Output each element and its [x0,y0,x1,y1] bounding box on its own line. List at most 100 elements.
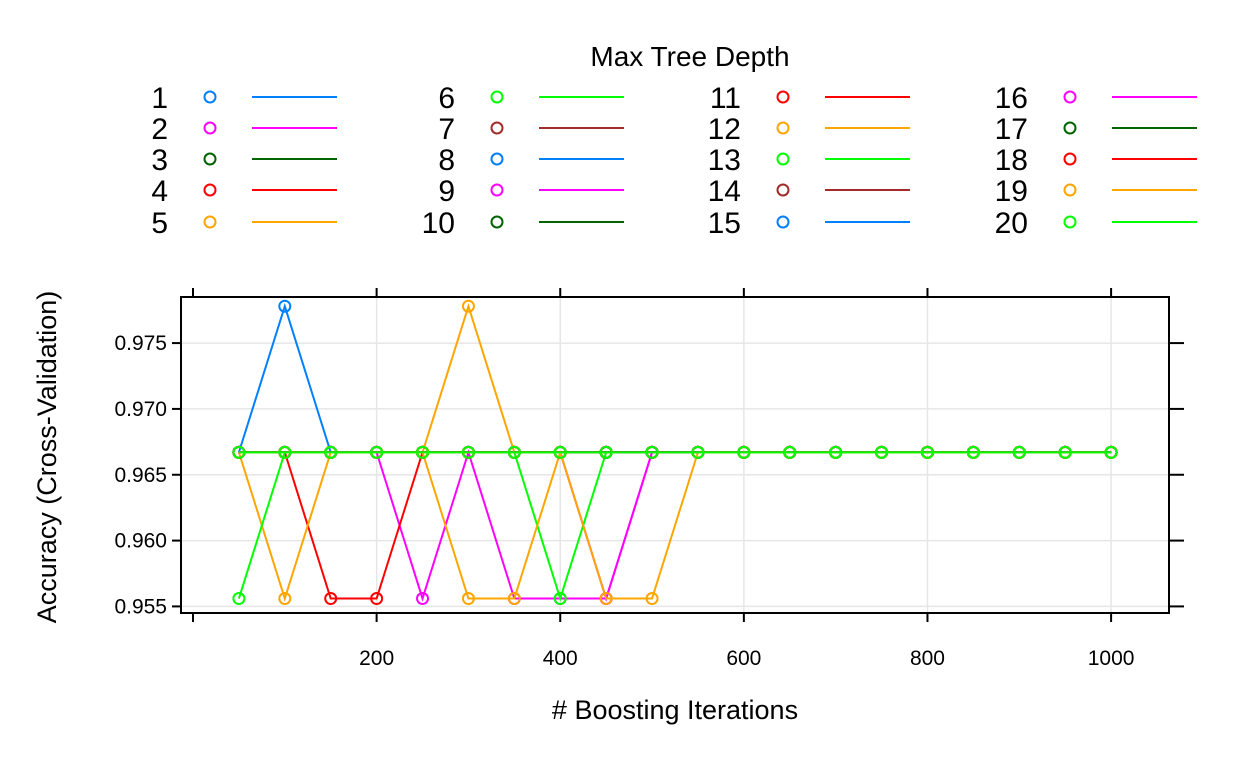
legend-label: 16 [995,82,1028,115]
legend-marker [1063,183,1077,197]
data-point [278,592,292,606]
legend-label: 15 [708,207,741,240]
legend-item-3: 3 [151,144,337,177]
legend-marker [490,121,504,135]
y-tick-label: 0.965 [114,464,167,487]
y-tick-label: 0.955 [114,595,167,618]
legend-marker [776,152,790,166]
grid [181,297,1169,613]
legend-label: 9 [438,175,455,208]
data-point [691,445,705,459]
legend-item-19: 19 [995,175,1197,208]
legend-label: 6 [438,82,455,115]
legend-marker [203,152,217,166]
legend-marker [776,121,790,135]
legend-marker [490,90,504,104]
data-point [553,592,567,606]
legend-item-13: 13 [708,144,910,177]
legend-item-15: 15 [708,207,910,240]
legend-marker [203,215,217,229]
legend-label: 2 [151,113,168,146]
data-point [370,445,384,459]
legend-title: Max Tree Depth [590,41,789,72]
data-point [324,445,338,459]
data-point [461,299,475,313]
legend-label: 18 [995,144,1028,177]
legend-marker [490,215,504,229]
data-point [278,299,292,313]
y-tick-label: 0.970 [114,398,167,421]
data-point [416,445,430,459]
y-axis-title: Accuracy (Cross-Validation) [32,291,62,624]
data-point [1012,445,1026,459]
x-tick-label: 200 [359,647,394,670]
data-point [875,445,889,459]
data-point [783,445,797,459]
legend-label: 19 [995,175,1028,208]
legend-item-6: 6 [438,82,624,115]
data-point [966,445,980,459]
legend-item-4: 4 [151,175,337,208]
x-tick-label: 600 [726,647,761,670]
x-tick-label: 800 [910,647,945,670]
legend-item-20: 20 [995,207,1197,240]
legend-label: 3 [151,144,168,177]
legend-item-9: 9 [438,175,624,208]
legend-item-11: 11 [710,82,910,115]
legend-marker [1063,152,1077,166]
x-tick-label: 400 [543,647,578,670]
data-point [461,445,475,459]
data-point [232,592,246,606]
legend-marker [776,90,790,104]
legend-item-12: 12 [708,113,910,146]
legend-label: 5 [151,207,168,240]
legend-item-1: 1 [151,82,337,115]
series-1 [232,299,1118,459]
data-point [324,592,338,606]
legend-item-5: 5 [151,207,337,240]
legend-item-17: 17 [995,113,1197,146]
series-layer [232,299,1118,606]
legend-label: 14 [708,175,741,208]
data-point [507,592,521,606]
legend-item-7: 7 [438,113,624,146]
legend-label: 20 [995,207,1028,240]
legend-marker [203,183,217,197]
series-line [237,302,1112,454]
data-point [416,592,430,606]
series-19 [232,445,1118,606]
legend-marker [776,183,790,197]
data-point [599,592,613,606]
legend-label: 11 [710,82,741,115]
data-point [920,445,934,459]
legend-marker [490,183,504,197]
y-tick-label: 0.960 [114,530,167,553]
legend-label: 13 [708,144,741,177]
legend-item-14: 14 [708,175,910,208]
data-point [1104,445,1118,459]
legend-marker [776,215,790,229]
legend-label: 1 [151,82,168,115]
axis-ticks: 200 400 600 800 1000 0.955 0.960 0.965 0.970 0.97… [114,288,1184,670]
data-point [553,445,567,459]
data-point [1058,445,1072,459]
legend-item-2: 2 [151,113,337,146]
data-point [737,445,751,459]
data-point [599,445,613,459]
legend-label: 12 [708,113,741,146]
data-point [645,445,659,459]
plot-frame [180,296,1170,614]
legend-label: 7 [438,113,455,146]
legend-marker [203,121,217,135]
data-point [278,445,292,459]
x-axis-title: # Boosting Iterations [552,695,798,725]
data-point [232,445,246,459]
data-point [507,445,521,459]
legend-marker [490,152,504,166]
legend-marker [203,90,217,104]
data-point [829,445,843,459]
legend-label: 10 [422,207,455,240]
legend-item-16: 16 [995,82,1197,115]
